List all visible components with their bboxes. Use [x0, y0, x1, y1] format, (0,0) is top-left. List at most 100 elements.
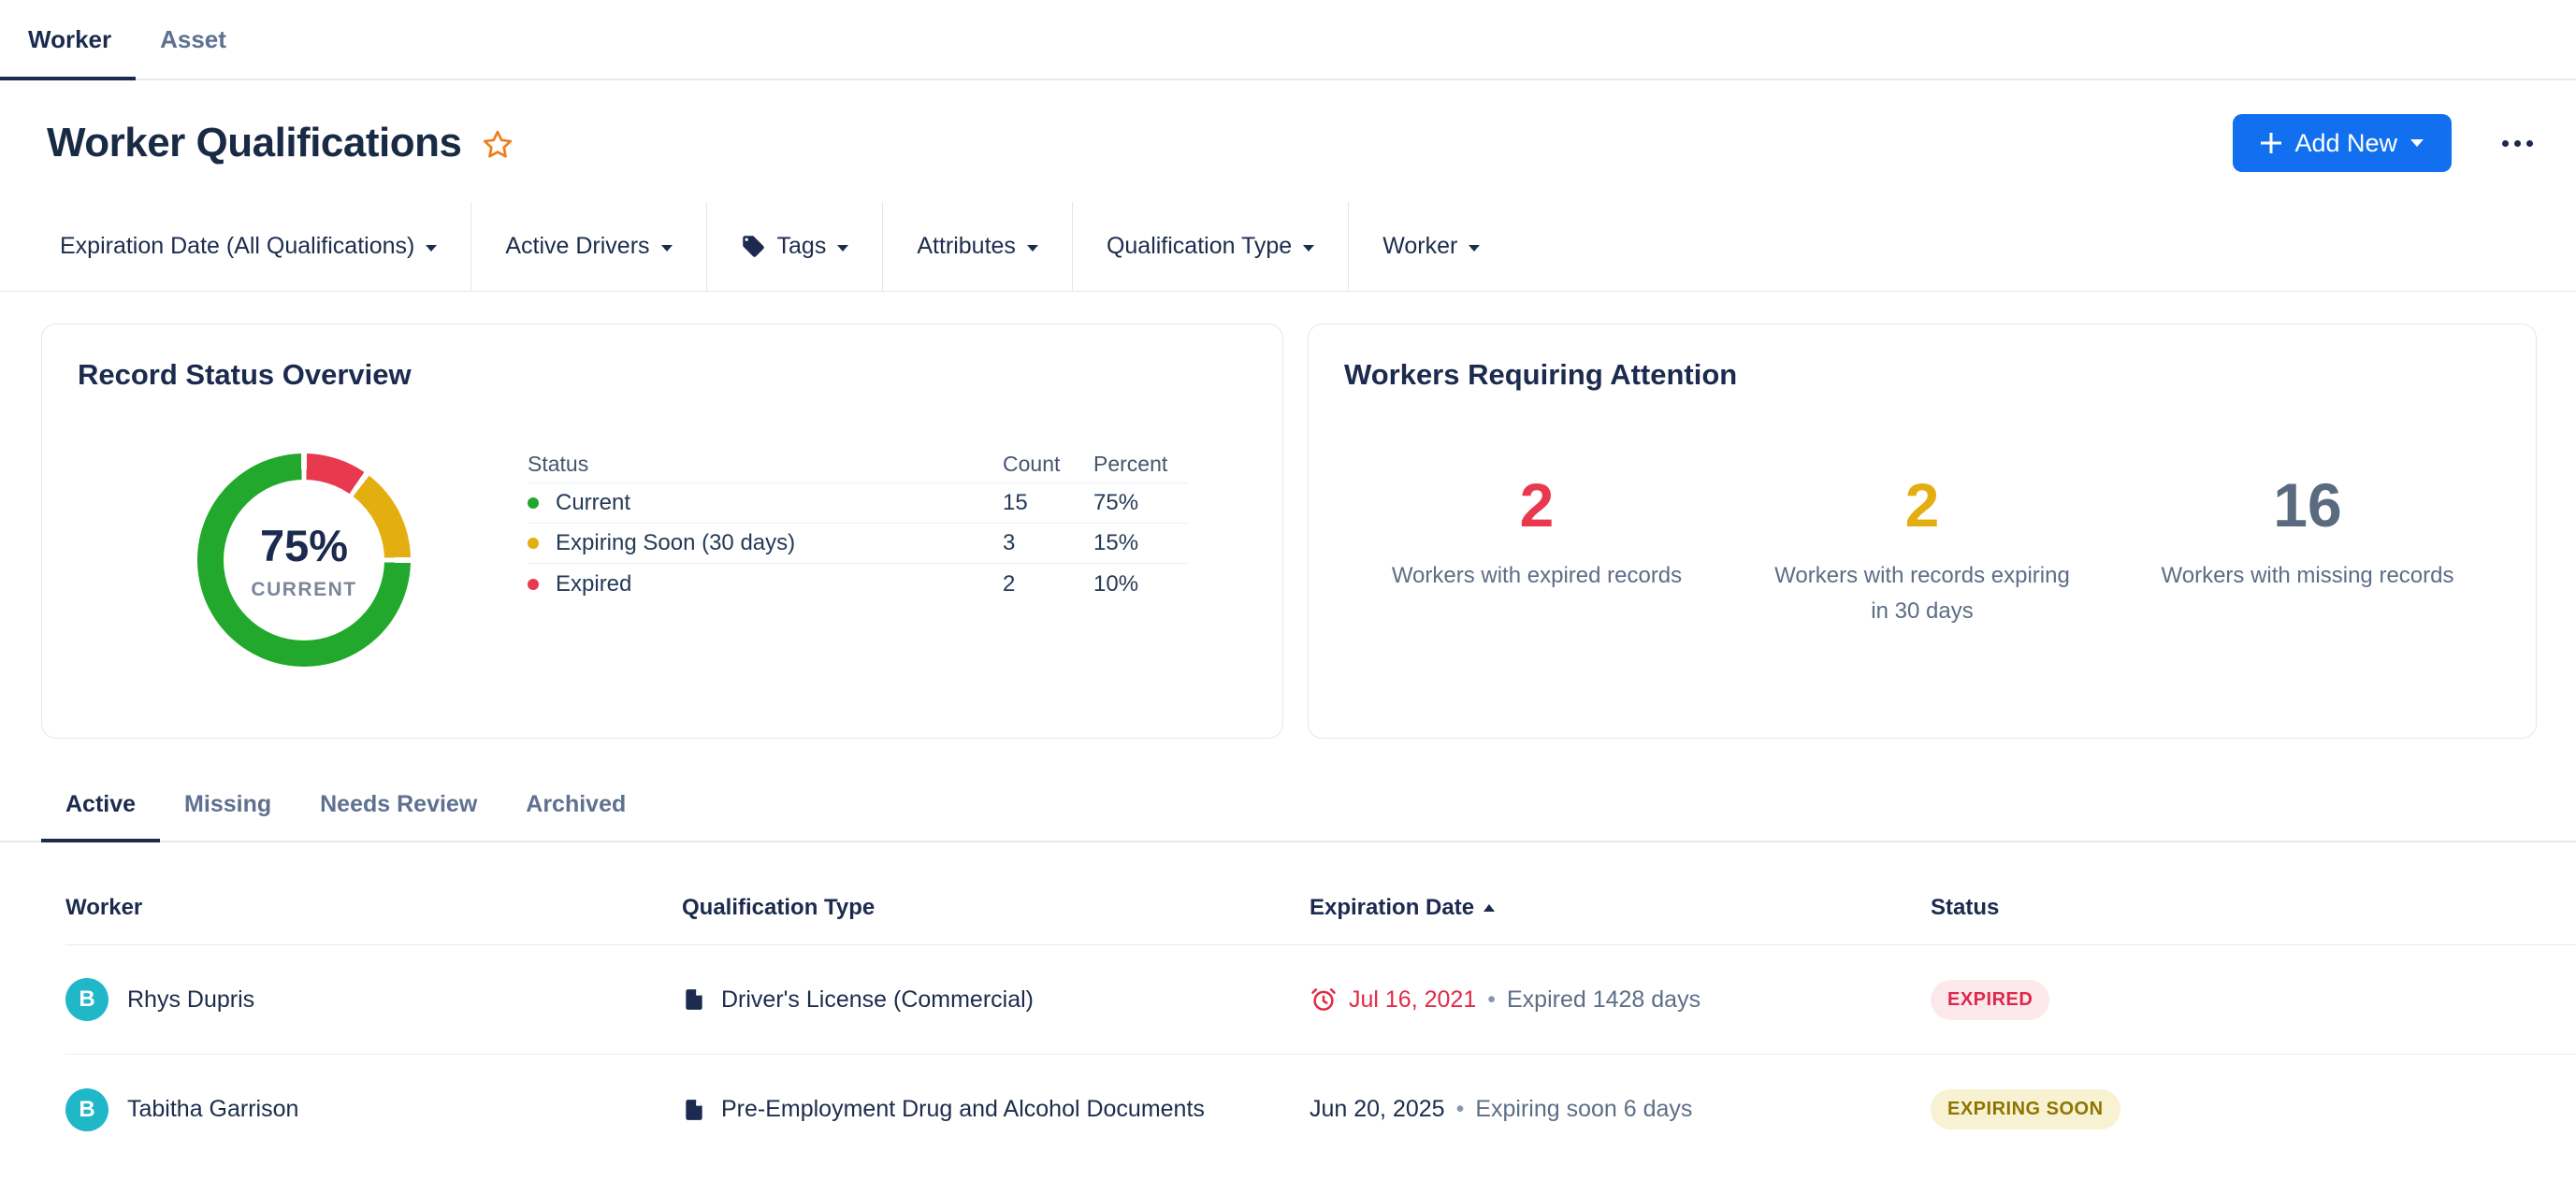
donut-center: 75% CURRENT [224, 480, 384, 640]
chevron-down-icon [1469, 244, 1481, 252]
stat-expiring-workers: 2 Workers with records expiring in 30 da… [1729, 472, 2115, 629]
tab-needs-review-label: Needs Review [320, 791, 478, 817]
add-new-button[interactable]: Add New [2233, 114, 2452, 172]
donut-chart-wrap: 75% CURRENT [197, 453, 411, 667]
status-badge: EXPIRING SOON [1931, 1089, 2120, 1130]
donut-center-value: 75% [259, 520, 349, 570]
stat-expired-value: 2 [1519, 470, 1555, 540]
expired-dot-icon [528, 578, 539, 590]
filter-active-drivers-label: Active Drivers [505, 233, 650, 259]
column-header-expiration-date[interactable]: Expiration Date [1310, 895, 1931, 921]
attention-stats: 2 Workers with expired records 2 Workers… [1344, 472, 2500, 629]
page-header: Worker Qualifications Add New [0, 80, 2576, 200]
tab-missing-label: Missing [184, 791, 272, 817]
chevron-down-icon [837, 244, 849, 252]
legend-count-expiring: 3 [1003, 530, 1016, 555]
legend-row-expiring: Expiring Soon (30 days) 3 15% [528, 524, 1188, 564]
summary-cards: Record Status Overview 75% CURRENT Statu… [0, 292, 2576, 739]
expiration-note: Expiring soon 6 days [1456, 1096, 1692, 1123]
filter-qualification-type-label: Qualification Type [1106, 233, 1293, 259]
workers-requiring-attention-card: Workers Requiring Attention 2 Workers wi… [1308, 324, 2537, 739]
table-row[interactable]: B Rhys Dupris Driver's License (Commerci… [65, 945, 2576, 1055]
page-title: Worker Qualifications [47, 120, 462, 165]
record-status-card-title: Record Status Overview [78, 358, 412, 391]
filter-attributes[interactable]: Attributes [882, 202, 1072, 291]
tab-missing[interactable]: Missing [160, 791, 296, 841]
legend-header-status: Status [528, 452, 589, 476]
legend-percent-current: 75% [1093, 490, 1139, 515]
table-header-row: Worker Qualification Type Expiration Dat… [65, 842, 2576, 945]
filter-worker[interactable]: Worker [1348, 202, 1513, 291]
top-tab-worker-label: Worker [28, 24, 112, 53]
plus-icon [2261, 133, 2281, 153]
stat-expiring-value: 2 [1904, 470, 1940, 540]
status-badge: EXPIRED [1931, 979, 2050, 1020]
expiration-date: Jun 20, 2025 [1310, 1096, 1445, 1122]
legend-header-count: Count [1003, 452, 1061, 476]
chevron-down-icon [660, 244, 673, 252]
expiring-dot-icon [528, 538, 539, 549]
legend-row-expired: Expired 2 10% [528, 564, 1188, 604]
attention-card-title: Workers Requiring Attention [1344, 358, 1738, 391]
tab-archived-label: Archived [526, 791, 627, 817]
ellipsis-icon [2502, 139, 2509, 147]
chevron-down-icon [1026, 244, 1038, 252]
avatar: B [65, 1087, 109, 1131]
filter-tags-label: Tags [776, 233, 827, 259]
document-icon [682, 1098, 706, 1122]
active-tab-underline [0, 77, 137, 80]
tab-needs-review[interactable]: Needs Review [296, 791, 501, 841]
records-tab-bar: Active Missing Needs Review Archived [0, 791, 2576, 842]
filter-expiration-date[interactable]: Expiration Date (All Qualifications) [0, 202, 470, 291]
column-header-worker[interactable]: Worker [65, 894, 143, 920]
legend-count-current: 15 [1003, 490, 1028, 515]
legend-label-expired: Expired [556, 570, 632, 597]
filter-qualification-type[interactable]: Qualification Type [1071, 202, 1348, 291]
current-dot-icon [528, 497, 539, 509]
qualifications-table: Worker Qualification Type Expiration Dat… [0, 842, 2576, 1164]
stat-expiring-label: Workers with records expiring in 30 days [1774, 563, 2070, 624]
filter-worker-label: Worker [1382, 233, 1458, 259]
document-icon [682, 987, 706, 1012]
stat-missing-value: 16 [2273, 470, 2342, 540]
legend-count-expired: 2 [1003, 570, 1016, 597]
top-tab-asset-label: Asset [160, 24, 226, 53]
stat-expired-label: Workers with expired records [1391, 563, 1683, 588]
tab-active[interactable]: Active [41, 791, 161, 842]
legend-header-percent: Percent [1093, 452, 1168, 476]
qualification-name: Pre-Employment Drug and Alcohol Document… [721, 1096, 1205, 1122]
legend-percent-expiring: 15% [1093, 530, 1139, 555]
top-tab-worker[interactable]: Worker [0, 0, 137, 80]
filter-bar: Expiration Date (All Qualifications) Act… [0, 202, 2576, 292]
column-header-qualification-type[interactable]: Qualification Type [682, 894, 876, 920]
expiration-note: Expired 1428 days [1487, 986, 1700, 1014]
favorite-star-icon[interactable] [480, 127, 515, 163]
stat-missing-label: Workers with missing records [2161, 563, 2454, 588]
table-row[interactable]: B Tabitha Garrison Pre-Employment Drug a… [65, 1055, 2576, 1164]
record-status-overview-card: Record Status Overview 75% CURRENT Statu… [41, 324, 1283, 739]
legend-percent-expired: 10% [1093, 570, 1139, 597]
top-tab-asset[interactable]: Asset [136, 0, 251, 79]
active-tab-underline [41, 839, 161, 842]
filter-tags[interactable]: Tags [705, 202, 883, 291]
legend-header-row: Status Count Percent [528, 446, 1188, 483]
chevron-down-icon [426, 244, 438, 252]
stat-missing-workers: 16 Workers with missing records [2115, 472, 2500, 629]
legend-label-expiring: Expiring Soon (30 days) [556, 530, 796, 555]
column-header-status[interactable]: Status [1931, 894, 2000, 920]
sort-asc-icon [1483, 903, 1496, 912]
tab-archived[interactable]: Archived [501, 791, 650, 841]
top-tab-bar: Worker Asset [0, 0, 2576, 80]
filter-attributes-label: Attributes [917, 233, 1016, 259]
expiration-date: Jul 16, 2021 [1349, 986, 1477, 1013]
status-legend-table: Status Count Percent Current 15 75% Expi… [528, 446, 1188, 667]
more-options-button[interactable] [2493, 131, 2542, 156]
legend-label-current: Current [556, 490, 631, 515]
qualification-name: Driver's License (Commercial) [721, 986, 1034, 1013]
chevron-down-icon [2410, 139, 2424, 147]
tag-icon [741, 234, 766, 259]
chevron-down-icon [1303, 244, 1315, 252]
legend-row-current: Current 15 75% [528, 483, 1188, 524]
filter-active-drivers[interactable]: Active Drivers [470, 202, 705, 291]
donut-center-label: CURRENT [251, 578, 357, 600]
